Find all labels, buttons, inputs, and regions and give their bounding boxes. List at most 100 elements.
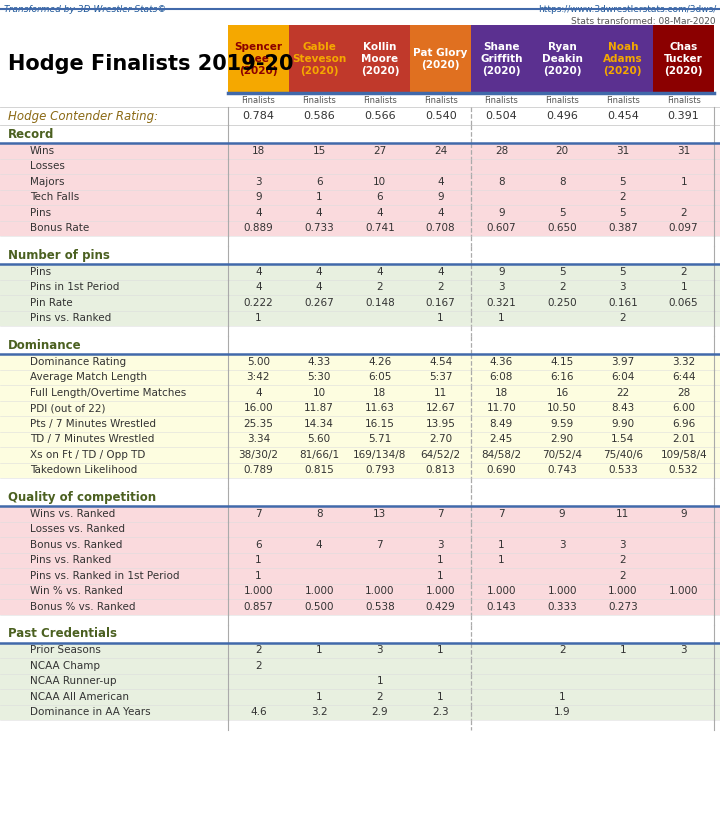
Text: 84/58/2: 84/58/2 <box>481 450 521 460</box>
Text: 5: 5 <box>620 207 626 217</box>
Text: 2: 2 <box>377 691 383 701</box>
Text: 8: 8 <box>498 177 505 187</box>
Text: 1.000: 1.000 <box>243 586 273 596</box>
Text: Pin Rate: Pin Rate <box>30 297 73 307</box>
Text: Dominance in AA Years: Dominance in AA Years <box>30 707 150 717</box>
Bar <box>0 674 720 689</box>
Bar <box>0 336 720 354</box>
Text: 31: 31 <box>677 146 690 156</box>
Text: 0.167: 0.167 <box>426 297 456 307</box>
Text: Hodge Contender Rating:: Hodge Contender Rating: <box>8 109 158 122</box>
Text: 1.54: 1.54 <box>611 434 634 444</box>
Text: 3: 3 <box>377 646 383 656</box>
Bar <box>0 354 720 370</box>
Text: Full Length/Overtime Matches: Full Length/Overtime Matches <box>30 387 186 397</box>
Text: 2.01: 2.01 <box>672 434 696 444</box>
Text: 6:44: 6:44 <box>672 372 696 382</box>
Text: 6.96: 6.96 <box>672 419 696 429</box>
Text: 9: 9 <box>498 267 505 277</box>
Bar <box>0 280 720 295</box>
Text: Losses: Losses <box>30 162 65 172</box>
Text: Bonus % vs. Ranked: Bonus % vs. Ranked <box>30 601 135 611</box>
Text: 9: 9 <box>437 192 444 202</box>
Text: 4.6: 4.6 <box>250 707 266 717</box>
Text: 4: 4 <box>255 267 261 277</box>
Bar <box>0 385 720 401</box>
Text: 10.50: 10.50 <box>547 403 577 413</box>
Text: 0.429: 0.429 <box>426 601 456 611</box>
Text: 1.000: 1.000 <box>487 586 516 596</box>
Text: 38/30/2: 38/30/2 <box>238 450 279 460</box>
Bar <box>0 326 720 336</box>
Text: Finalists: Finalists <box>241 96 275 104</box>
Bar <box>0 625 720 642</box>
Text: 9.59: 9.59 <box>551 419 574 429</box>
Text: 0.391: 0.391 <box>667 111 700 121</box>
Text: Kollin
Moore
(2020): Kollin Moore (2020) <box>361 42 399 76</box>
Bar <box>0 416 720 431</box>
Text: Takedown Likelihood: Takedown Likelihood <box>30 466 138 476</box>
Text: 4.36: 4.36 <box>490 357 513 367</box>
Bar <box>0 537 720 552</box>
Text: Bonus vs. Ranked: Bonus vs. Ranked <box>30 540 122 550</box>
Text: Bonus Rate: Bonus Rate <box>30 223 89 233</box>
Text: 2.70: 2.70 <box>429 434 452 444</box>
Text: Gable
Steveson
(2020): Gable Steveson (2020) <box>292 42 346 76</box>
Text: 7: 7 <box>437 509 444 519</box>
Text: 2: 2 <box>559 646 565 656</box>
Bar <box>0 689 720 705</box>
Text: 5:37: 5:37 <box>429 372 452 382</box>
Text: Stats transformed: 08-Mar-2020: Stats transformed: 08-Mar-2020 <box>572 17 716 26</box>
Bar <box>0 189 720 205</box>
Bar <box>0 143 720 158</box>
Text: Pins vs. Ranked: Pins vs. Ranked <box>30 556 112 566</box>
Bar <box>0 158 720 174</box>
Text: 2: 2 <box>437 282 444 292</box>
Bar <box>0 478 720 488</box>
Text: 0.586: 0.586 <box>303 111 335 121</box>
Bar <box>0 599 720 615</box>
Text: 5: 5 <box>559 267 565 277</box>
Text: Pins vs. Ranked: Pins vs. Ranked <box>30 313 112 323</box>
Text: 6:04: 6:04 <box>611 372 634 382</box>
Text: 1.000: 1.000 <box>365 586 395 596</box>
Text: 4.33: 4.33 <box>307 357 330 367</box>
Text: Spencer
Lee
(2020): Spencer Lee (2020) <box>235 42 282 76</box>
Bar <box>0 521 720 537</box>
Text: 4: 4 <box>316 267 323 277</box>
Bar <box>471 25 532 93</box>
Text: 1: 1 <box>437 571 444 581</box>
Text: 0.741: 0.741 <box>365 223 395 233</box>
Text: 169/134/8: 169/134/8 <box>354 450 407 460</box>
Text: Finalists: Finalists <box>667 96 701 104</box>
Text: 1.000: 1.000 <box>669 586 698 596</box>
Text: 4: 4 <box>316 540 323 550</box>
Text: 10: 10 <box>373 177 387 187</box>
Text: https://www.3dwrestlerstats.com/3dws/: https://www.3dwrestlerstats.com/3dws/ <box>538 5 716 14</box>
Text: 11: 11 <box>616 509 629 519</box>
Text: 8: 8 <box>316 509 323 519</box>
Text: 0.743: 0.743 <box>547 466 577 476</box>
Text: 18: 18 <box>495 387 508 397</box>
Text: 81/66/1: 81/66/1 <box>299 450 339 460</box>
Bar <box>0 370 720 385</box>
Text: 4: 4 <box>255 282 261 292</box>
Text: 3.34: 3.34 <box>247 434 270 444</box>
Text: Transformed by 3D-Wrestler Stats©: Transformed by 3D-Wrestler Stats© <box>4 5 166 14</box>
Text: 11: 11 <box>434 387 447 397</box>
Bar <box>532 25 593 93</box>
Text: Finalists: Finalists <box>545 96 579 104</box>
Text: Number of pins: Number of pins <box>8 248 110 262</box>
Text: 1: 1 <box>437 691 444 701</box>
Text: 1: 1 <box>316 192 323 202</box>
Text: 1: 1 <box>437 556 444 566</box>
Text: 1: 1 <box>498 540 505 550</box>
Text: 4.26: 4.26 <box>368 357 392 367</box>
Text: 3: 3 <box>498 282 505 292</box>
Text: 1: 1 <box>316 691 323 701</box>
Text: 1: 1 <box>680 282 687 292</box>
Text: 0.333: 0.333 <box>547 601 577 611</box>
Text: 13: 13 <box>373 509 387 519</box>
Text: 6.00: 6.00 <box>672 403 695 413</box>
Text: 0.784: 0.784 <box>243 111 274 121</box>
